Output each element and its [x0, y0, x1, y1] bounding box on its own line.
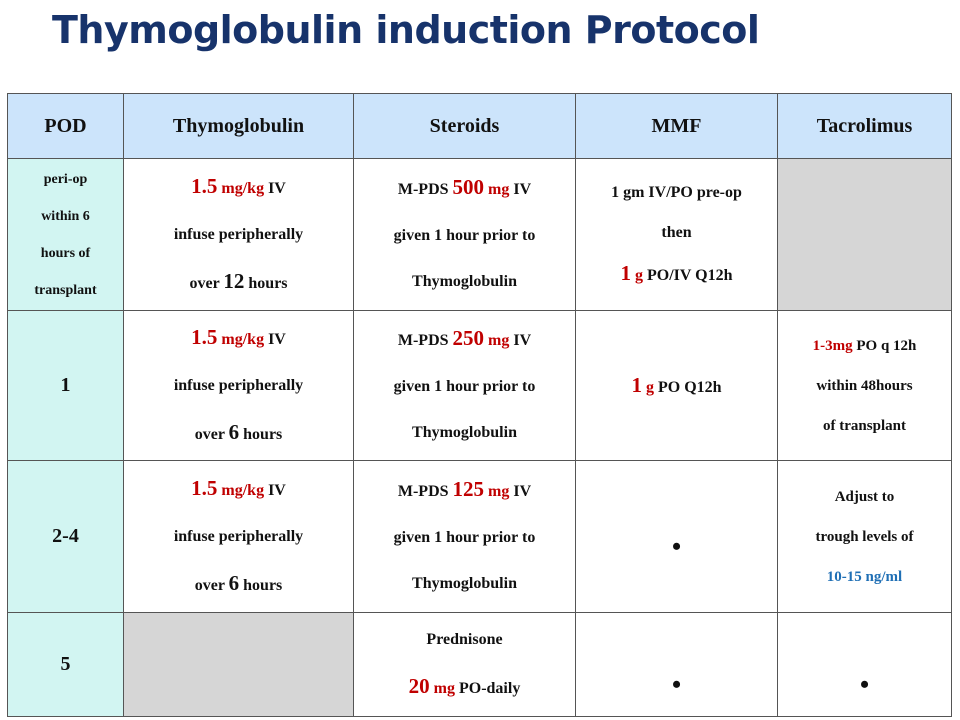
thymo-hours-num: 12 [223, 268, 245, 293]
tacrolimus-cell-empty [777, 158, 952, 311]
header-mmf: MMF [575, 93, 778, 159]
steroids-cell: M-PDS 125 mg IV given 1 hour prior to Th… [353, 460, 576, 613]
mmf-dose: 1 [620, 261, 632, 285]
pod-cell: 5 [7, 612, 124, 717]
steroid-unit: mg [433, 680, 455, 697]
table-row: 1 1.5 mg/kg IV infuse peripherally over … [7, 310, 952, 461]
steroid-instructions: given 1 hour prior to [393, 227, 536, 244]
thymo-instructions: infuse peripherally [173, 527, 304, 545]
tacrolimus-cell: • [777, 612, 952, 717]
header-thymoglobulin: Thymoglobulin [123, 93, 354, 159]
thymo-instructions: infuse peripherally [173, 225, 304, 243]
mmf-unit: g [645, 379, 654, 396]
thymo-dose: 1.5 [191, 475, 218, 500]
tac-line: of transplant [823, 417, 906, 434]
thymo-route: IV [268, 179, 286, 197]
page-title: Thymoglobulin induction Protocol [52, 8, 760, 52]
pod-line: within 6 [41, 208, 90, 224]
mmf-line: then [661, 224, 692, 241]
steroid-route: IV [513, 483, 532, 500]
table-row: peri-op within 6 hours of transplant 1.5… [7, 158, 952, 311]
thymo-dose: 1.5 [191, 173, 218, 198]
steroid-rest: PO-daily [458, 680, 521, 697]
thymo-hours: hours [243, 425, 283, 443]
tac-trough-range: 10-15 ng/ml [826, 568, 903, 585]
mmf-cell: 1 g PO Q12h [575, 310, 778, 461]
table-row: 5 Prednisone 20 mg PO-daily • • [7, 612, 952, 717]
thymo-unit: mg/kg [221, 481, 265, 499]
bullet-icon: • [671, 531, 682, 561]
tacrolimus-cell: 1-3mg PO q 12h within 48hours of transpl… [777, 310, 952, 461]
pod-line: peri-op [43, 171, 88, 187]
steroid-ref: Thymoglobulin [412, 575, 517, 592]
thymoglobulin-cell: 1.5 mg/kg IV infuse peripherally over 6 … [123, 310, 354, 461]
steroids-cell: Prednisone 20 mg PO-daily [353, 612, 576, 717]
mmf-cell: • [575, 460, 778, 613]
steroid-unit: mg [488, 332, 510, 349]
pod-line: transplant [34, 282, 97, 298]
steroid-dose: 250 [452, 326, 485, 350]
thymo-over: over [189, 274, 220, 292]
thymo-dose: 1.5 [191, 324, 218, 349]
steroids-cell: M-PDS 500 mg IV given 1 hour prior to Th… [353, 158, 576, 311]
tac-dose: 1-3mg [812, 337, 853, 354]
tacrolimus-cell: Adjust to trough levels of 10-15 ng/ml [777, 460, 952, 613]
steroid-instructions: given 1 hour prior to [393, 378, 536, 395]
steroid-route: IV [513, 181, 532, 198]
thymo-hours: hours [243, 576, 283, 594]
steroid-unit: mg [488, 181, 510, 198]
table-header-row: POD Thymoglobulin Steroids MMF Tacrolimu… [7, 93, 952, 159]
protocol-table: POD Thymoglobulin Steroids MMF Tacrolimu… [7, 93, 952, 717]
steroid-ref: Thymoglobulin [412, 424, 517, 441]
tac-rest: PO q 12h [856, 337, 917, 354]
steroid-drug: M-PDS [397, 483, 449, 500]
mmf-dose: 1 [631, 373, 642, 397]
thymo-instructions: infuse peripherally [173, 376, 304, 394]
steroid-drug: Prednisone [426, 631, 503, 648]
steroid-drug: M-PDS [397, 181, 449, 198]
thymo-over: over [194, 576, 225, 594]
thymo-hours-num: 6 [228, 419, 240, 444]
thymo-hours: hours [248, 274, 288, 292]
steroid-dose: 20 [408, 674, 430, 698]
header-tacrolimus: Tacrolimus [777, 93, 952, 159]
steroid-route: IV [513, 332, 532, 349]
mmf-cell: • [575, 612, 778, 717]
thymoglobulin-cell: 1.5 mg/kg IV infuse peripherally over 12… [123, 158, 354, 311]
thymo-hours-num: 6 [228, 570, 240, 595]
thymo-route: IV [268, 330, 286, 348]
steroid-drug: M-PDS [397, 332, 449, 349]
steroid-instructions: given 1 hour prior to [393, 529, 536, 546]
mmf-line: 1 gm IV/PO pre-op [611, 184, 742, 201]
pod-line: hours of [40, 245, 91, 261]
pod-cell: 2-4 [7, 460, 124, 613]
header-steroids: Steroids [353, 93, 576, 159]
tac-line: trough levels of [815, 528, 914, 545]
table-row: 2-4 1.5 mg/kg IV infuse peripherally ove… [7, 460, 952, 613]
tac-line: Adjust to [834, 488, 895, 505]
mmf-unit: g [635, 267, 643, 284]
thymo-unit: mg/kg [221, 330, 265, 348]
bullet-icon: • [859, 669, 870, 699]
pod-cell: 1 [7, 310, 124, 461]
bullet-icon: • [671, 669, 682, 699]
thymoglobulin-cell: 1.5 mg/kg IV infuse peripherally over 6 … [123, 460, 354, 613]
steroid-dose: 500 [452, 175, 485, 199]
tac-line: within 48hours [816, 377, 913, 394]
mmf-rest: PO Q12h [657, 379, 722, 396]
steroid-dose: 125 [452, 477, 485, 501]
mmf-cell: 1 gm IV/PO pre-op then 1 g PO/IV Q12h [575, 158, 778, 311]
steroid-ref: Thymoglobulin [412, 273, 517, 290]
header-pod: POD [7, 93, 124, 159]
steroid-unit: mg [488, 483, 510, 500]
pod-cell: peri-op within 6 hours of transplant [7, 158, 124, 311]
mmf-rest: PO/IV Q12h [647, 267, 733, 284]
thymo-over: over [194, 425, 225, 443]
thymo-unit: mg/kg [221, 179, 265, 197]
steroids-cell: M-PDS 250 mg IV given 1 hour prior to Th… [353, 310, 576, 461]
thymo-route: IV [268, 481, 286, 499]
thymoglobulin-cell-empty [123, 612, 354, 717]
